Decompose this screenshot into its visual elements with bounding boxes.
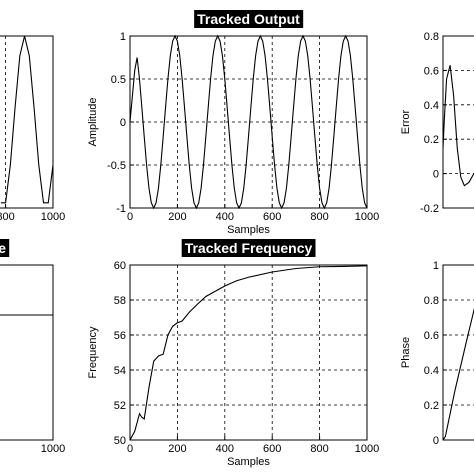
data-line: [442, 307, 474, 441]
data-line: [129, 265, 368, 441]
panel: 1000 e: [0, 239, 65, 455]
x-tick-label: 200: [168, 443, 186, 455]
x-tick-label: 1000: [355, 211, 379, 223]
y-tick-label: 1: [120, 31, 126, 43]
chart-title: e: [0, 240, 6, 256]
plot-frame: [129, 264, 368, 441]
y-tick-label: 56: [114, 330, 126, 342]
x-tick-label: 0: [127, 443, 133, 455]
x-tick-label: 600: [263, 443, 281, 455]
y-tick-label: 0: [433, 169, 439, 181]
y-tick-label: -0.2: [420, 203, 439, 215]
y-tick-label: 54: [114, 365, 126, 377]
panel: 800 1000: [0, 35, 65, 223]
y-tick-label: 0.4: [424, 365, 439, 377]
data-line: [129, 34, 368, 210]
plot-frame: [442, 264, 474, 441]
x-tick-label: 800: [310, 211, 328, 223]
x-axis-label: Samples: [227, 224, 270, 236]
y-tick-label: -0.5: [107, 160, 126, 172]
title-box: [194, 10, 304, 28]
y-axis-label: Amplitude: [87, 98, 99, 147]
y-tick-label: 0.5: [111, 74, 126, 86]
x-tick-label: 400: [216, 443, 234, 455]
plot-frame: [0, 35, 54, 209]
chart-title: Tracked Output: [197, 11, 300, 27]
y-tick-label: -1: [116, 203, 126, 215]
chart-title: Tracked Frequency: [185, 240, 313, 256]
y-tick-label: 0: [433, 435, 439, 447]
x-tick-label: 600: [263, 211, 281, 223]
y-tick-label: 0.8: [424, 31, 439, 43]
x-tick-label: 1000: [41, 443, 65, 455]
y-tick-label: 0.6: [424, 65, 439, 77]
data-line: [0, 35, 54, 204]
x-tick-label: 1000: [41, 211, 65, 223]
y-tick-label: 0.2: [424, 400, 439, 412]
y-tick-label: 0: [120, 117, 126, 129]
x-tick-label: 800: [310, 443, 328, 455]
y-tick-label: 58: [114, 295, 126, 307]
x-tick-label: 200: [168, 211, 186, 223]
y-tick-label: 0.2: [424, 134, 439, 146]
y-tick-label: 0.4: [424, 100, 439, 112]
y-tick-label: 1: [433, 260, 439, 272]
plot-frame: [129, 35, 368, 209]
x-tick-label: 400: [216, 211, 234, 223]
y-axis-label: Error: [400, 109, 412, 134]
y-tick-label: 52: [114, 400, 126, 412]
y-tick-label: 0.8: [424, 295, 439, 307]
panel: -0.2 0 0.2 0.4 0.6 0.8 Error: [400, 31, 474, 215]
x-tick-label: 800: [0, 211, 15, 223]
y-tick-label: 0.6: [424, 330, 439, 342]
y-tick-label: 60: [114, 260, 126, 272]
y-axis-label: Phase: [400, 337, 412, 368]
x-tick-label: 0: [127, 211, 133, 223]
plot-frame: [442, 35, 474, 209]
panel: -1 -0.5 0 0.5 1 0 200 400 600 800 1000 Tracked Outp…: [87, 10, 379, 236]
title-box: [181, 239, 316, 257]
y-axis-label: Frequency: [87, 326, 99, 378]
x-axis-label: Samples: [227, 456, 270, 468]
panel: 0 0.2 0.4 0.6 0.8 1 Phase: [400, 260, 474, 447]
title-box: [0, 239, 10, 257]
plot-frame: [0, 264, 54, 441]
x-tick-label: 1000: [355, 443, 379, 455]
data-line: [442, 65, 474, 187]
y-tick-label: 50: [114, 435, 126, 447]
